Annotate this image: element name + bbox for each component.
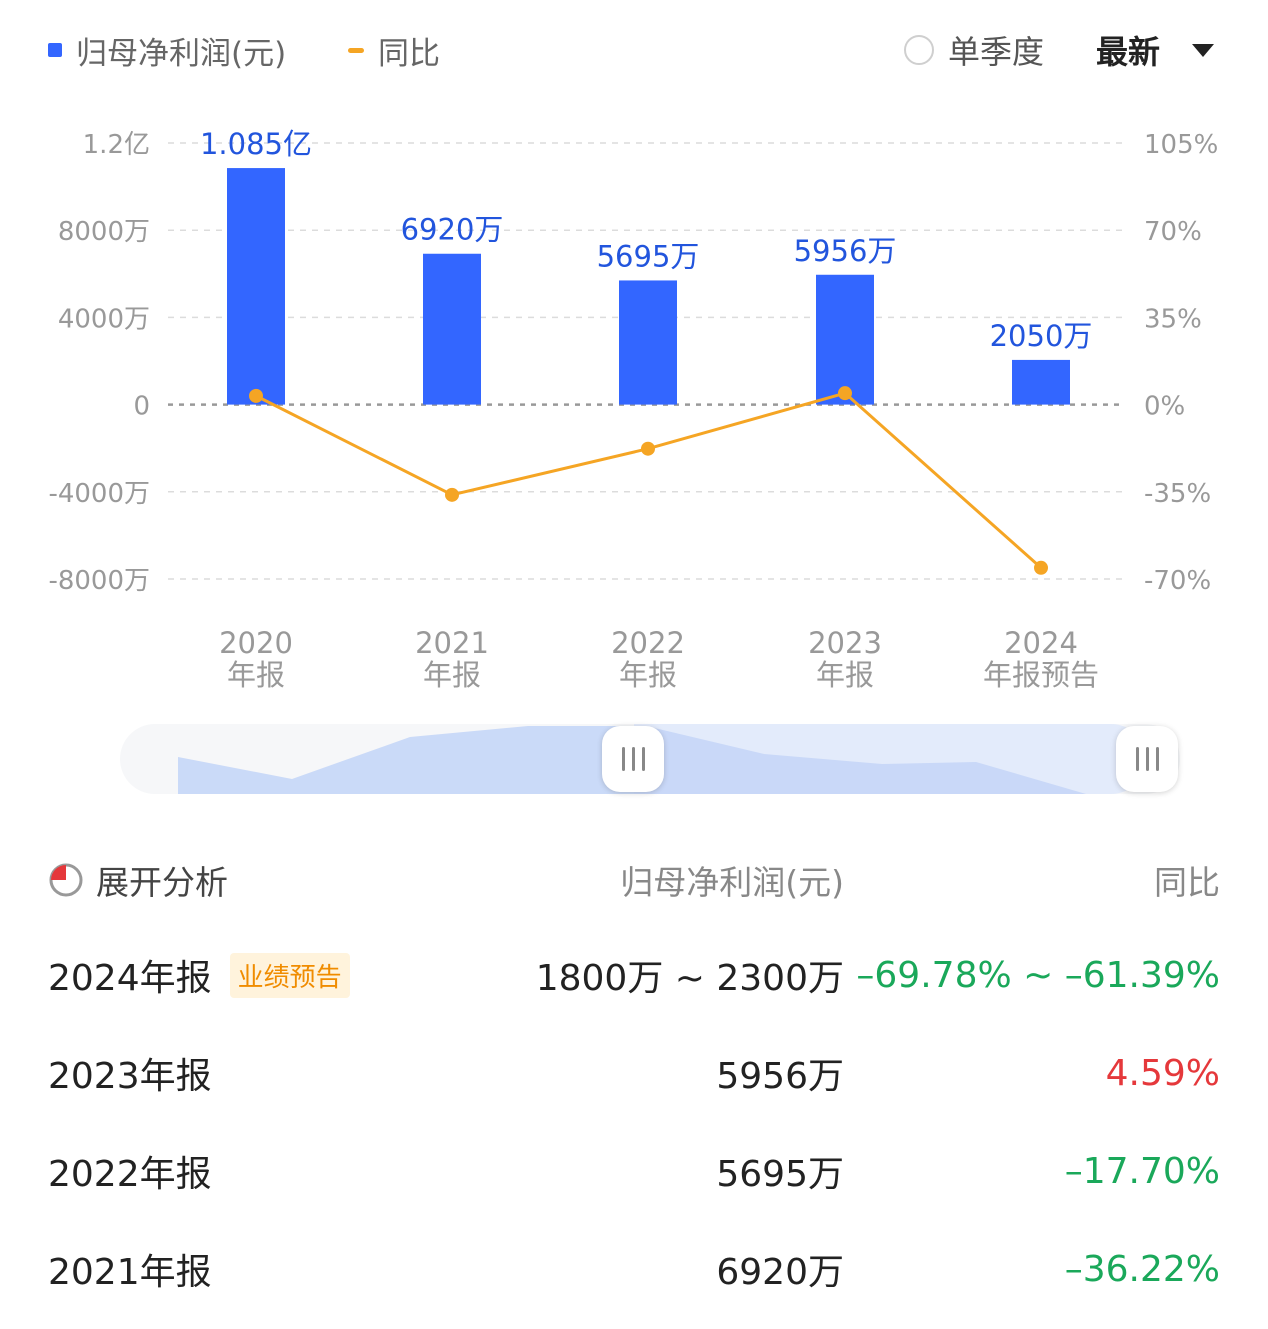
row-period-label: 2022年报 — [48, 1154, 212, 1195]
bar-data-label: 1.085亿 — [200, 127, 312, 161]
yoy-point — [1034, 560, 1048, 575]
table-header: 展开分析 归母净利润(元) 同比 — [48, 848, 1220, 912]
single-quarter-toggle[interactable]: 单季度 — [904, 22, 1044, 78]
left-axis-tick-label: -4000万 — [48, 479, 150, 509]
yoy-point — [641, 441, 655, 456]
bar — [1012, 359, 1070, 405]
x-tick-label: 2021 — [415, 626, 489, 660]
row-value: 5695万 — [716, 1154, 844, 1195]
left-axis-tick-label: 4000万 — [58, 304, 150, 334]
chart-header: 归母净利润(元) 同比 单季度 最新 — [48, 22, 1220, 78]
row-value: 6920万 — [716, 1252, 844, 1293]
x-tick-label: 年报 — [619, 658, 677, 692]
row-period: 2024年报 业绩预告 — [48, 940, 350, 1010]
legend-bar-label: 归母净利润(元) — [76, 35, 287, 72]
bar — [227, 168, 285, 405]
bar-data-label: 2050万 — [990, 319, 1093, 353]
yoy-point — [838, 386, 852, 401]
table-row[interactable]: 2024年报 业绩预告 1800万 ~ 2300万 –69.78% ~ –61.… — [48, 940, 1220, 1010]
bar — [423, 253, 481, 405]
left-axis-tick-label: 8000万 — [58, 217, 150, 247]
table-row[interactable]: 2022年报 5695万 –17.70% — [48, 1136, 1220, 1206]
latest-label: 最新 — [1096, 33, 1161, 71]
range-navigator[interactable] — [120, 724, 1180, 794]
bar-data-label: 5956万 — [794, 234, 897, 268]
row-period-label: 2024年报 — [48, 958, 212, 999]
caret-down-icon — [1192, 43, 1215, 57]
bar-data-label: 6920万 — [401, 213, 504, 247]
row-yoy: –69.78% ~ –61.39% — [856, 954, 1220, 996]
legend-line-swatch — [348, 47, 364, 53]
left-axis-tick-label: -8000万 — [48, 566, 150, 596]
x-tick-label: 2020 — [219, 626, 293, 660]
pie-chart-icon — [49, 863, 83, 897]
row-yoy: 4.59% — [1105, 1052, 1220, 1094]
navigator-right-handle[interactable] — [1116, 726, 1178, 792]
right-axis-tick-label: 70% — [1144, 217, 1202, 247]
x-tick-label: 2024 — [1004, 626, 1078, 660]
bar-data-label: 5695万 — [597, 239, 700, 273]
bar — [816, 274, 874, 405]
navigator-left-handle[interactable] — [602, 726, 664, 792]
grip-icon — [1135, 747, 1159, 771]
right-axis-tick-label: 0% — [1144, 392, 1185, 422]
table-row[interactable]: 2023年报 5956万 4.59% — [48, 1038, 1220, 1108]
column-header-value: 归母净利润(元) — [620, 863, 844, 902]
row-yoy: –17.70% — [1064, 1150, 1220, 1192]
latest-dropdown[interactable]: 最新 — [1096, 22, 1215, 78]
single-quarter-label: 单季度 — [948, 33, 1045, 71]
row-yoy: –36.22% — [1064, 1248, 1220, 1290]
right-axis-tick-label: 35% — [1144, 304, 1202, 334]
row-period: 2021年报 — [48, 1234, 212, 1304]
x-tick-label: 年报预告 — [983, 658, 1099, 692]
grip-icon — [621, 747, 645, 771]
legend-line-label: 同比 — [378, 35, 440, 72]
left-axis-tick-label: 1.2亿 — [83, 130, 150, 160]
expand-analysis[interactable]: 展开分析 — [48, 848, 228, 912]
column-header-yoy: 同比 — [1154, 863, 1220, 902]
forecast-badge: 业绩预告 — [229, 952, 350, 998]
bar — [619, 280, 677, 405]
row-period: 2023年报 — [48, 1038, 212, 1108]
legend-line-series[interactable]: 同比 — [348, 22, 440, 78]
x-tick-label: 2022 — [611, 626, 685, 660]
table-row[interactable]: 2021年报 6920万 –36.22% — [48, 1234, 1220, 1304]
right-axis-tick-label: -35% — [1144, 479, 1211, 509]
yoy-line — [255, 391, 1042, 569]
right-axis-tick-label: -70% — [1144, 566, 1211, 596]
yoy-point — [445, 487, 459, 502]
radio-icon[interactable] — [904, 35, 934, 65]
legend-bar-series[interactable]: 归母净利润(元) — [48, 22, 286, 78]
row-value: 1800万 ~ 2300万 — [535, 958, 844, 999]
row-value: 5956万 — [716, 1056, 844, 1097]
right-axis-tick-label: 105% — [1144, 130, 1218, 160]
x-tick-label: 年报 — [423, 658, 481, 692]
expand-analysis-label: 展开分析 — [96, 863, 228, 902]
row-period-label: 2021年报 — [48, 1252, 212, 1293]
left-axis-tick-label: 0 — [133, 392, 150, 422]
profit-chart: 1.2亿 8000万 4000万 0 -4000万 -8000万 105% 70% 35% 0% -… — [48, 127, 1218, 692]
x-tick-label: 2023 — [808, 626, 882, 660]
row-period-label: 2023年报 — [48, 1056, 212, 1097]
x-tick-label: 年报 — [227, 658, 285, 692]
yoy-point — [249, 388, 263, 403]
legend-bar-swatch — [48, 43, 62, 57]
x-tick-label: 年报 — [816, 658, 874, 692]
row-period: 2022年报 — [48, 1136, 212, 1206]
